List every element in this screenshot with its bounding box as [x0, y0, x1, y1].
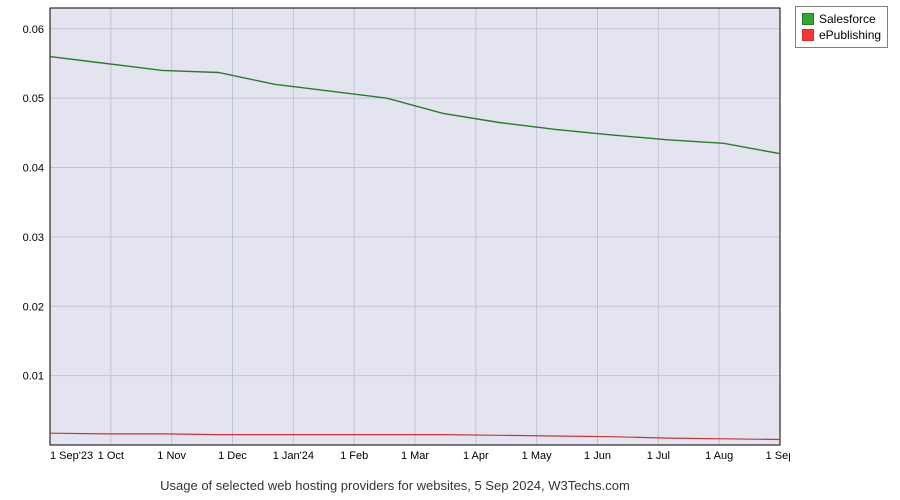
legend-label: Salesforce	[819, 11, 876, 27]
legend-label: ePublishing	[819, 27, 881, 43]
x-tick-label: 1 Oct	[98, 450, 124, 462]
y-tick-label: 0.06	[23, 24, 44, 36]
x-tick-label: 1 Sep'23	[50, 450, 93, 462]
chart-caption: Usage of selected web hosting providers …	[0, 478, 790, 493]
y-tick-label: 0.05	[23, 93, 44, 105]
x-tick-label: 1 Jun	[584, 450, 611, 462]
legend-swatch	[802, 29, 814, 41]
legend-item: Salesforce	[802, 11, 881, 27]
legend-item: ePublishing	[802, 27, 881, 43]
x-tick-label: 1 May	[522, 450, 552, 462]
x-tick-label: 1 Aug	[705, 450, 733, 462]
x-tick-label: 1 Sep	[766, 450, 790, 462]
legend-swatch	[802, 13, 814, 25]
x-tick-label: 1 Jan'24	[273, 450, 314, 462]
y-tick-label: 0.02	[23, 301, 44, 313]
x-tick-label: 1 Feb	[340, 450, 368, 462]
x-tick-label: 1 Mar	[401, 450, 429, 462]
x-tick-label: 1 Dec	[218, 450, 247, 462]
x-tick-label: 1 Apr	[463, 450, 489, 462]
legend: SalesforceePublishing	[795, 6, 888, 48]
x-tick-label: 1 Nov	[157, 450, 186, 462]
chart-container: { "chart": { "type": "line", "caption": …	[0, 0, 900, 500]
x-tick-label: 1 Jul	[647, 450, 670, 462]
line-chart: 0.01 0.02 0.03 0.04 0.05 0.06 1 Sep'23 1 Oct 1 N…	[0, 0, 790, 475]
y-tick-label: 0.04	[23, 163, 44, 175]
y-tick-label: 0.03	[23, 232, 44, 244]
y-tick-label: 0.01	[23, 371, 44, 383]
